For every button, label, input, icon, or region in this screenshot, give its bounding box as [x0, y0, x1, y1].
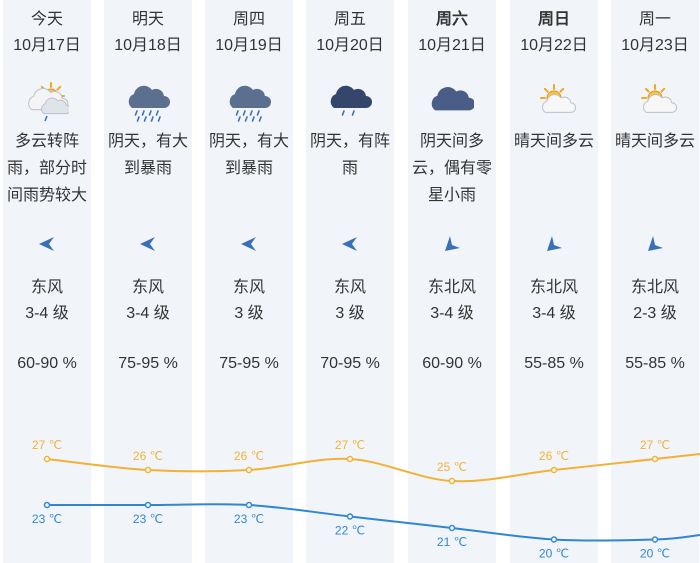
forecast-day-column: 今天 10月17日 多云转阵雨，部分时间雨势较大 东风 3-4 级 60-90 … [3, 0, 91, 563]
wind-level: 2-3 级 [633, 305, 677, 322]
day-label: 明天 [131, 11, 164, 28]
low-temperature-point [346, 513, 354, 520]
forecast-day-column: 周六 10月21日 阴天间多云，偶有零星小雨 东北风 3-4 级 60-90 % [408, 0, 496, 563]
humidity: 60-90 % [422, 355, 482, 372]
showers-icon [306, 82, 394, 122]
humidity: 70-95 % [320, 355, 380, 372]
high-temperature-point [448, 477, 456, 485]
low-temperature-point [550, 536, 558, 543]
weather-description: 阴天间多云，偶有零星小雨 [411, 133, 492, 204]
forecast-day-column: 周日 10月22日 晴天间多云 东北风 3-4 级 55-85 % [510, 0, 598, 563]
low-temperature-point [144, 501, 152, 509]
day-label: 周日 [537, 11, 570, 28]
arrow-southwest-icon [408, 234, 496, 258]
forecast-day-column: 明天 10月18日 阴天，有大到暴雨 东风 3-4 级 75-95 % [104, 0, 192, 563]
low-temperature-point [43, 501, 51, 509]
weather-description: 阴天，有大到暴雨 [107, 133, 188, 177]
low-temperature-point [651, 536, 659, 543]
humidity: 75-95 % [118, 355, 178, 372]
date-label: 10月19日 [215, 37, 283, 54]
high-temperature-label: 27 ℃ [640, 438, 670, 452]
low-temperature-label: 23 ℃ [32, 512, 62, 526]
arrow-west-icon [205, 234, 293, 258]
arrow-west-icon [306, 234, 394, 258]
low-temperature-label: 21 ℃ [437, 535, 467, 549]
forecast-day-column: 周四 10月19日 阴天，有大到暴雨 东风 3 级 75-95 % [205, 0, 293, 563]
forecast-day-column: 周一 10月23日 晴天间多云 东北风 2-3 级 55-85 % [611, 0, 699, 563]
wind-level: 3 级 [335, 305, 365, 322]
high-temperature-label: 26 ℃ [133, 449, 163, 463]
date-label: 10月23日 [621, 37, 689, 54]
humidity: 55-85 % [625, 355, 685, 372]
weather-description: 阴天，有大到暴雨 [208, 133, 289, 177]
overcast-icon [408, 82, 496, 122]
arrow-southwest-icon [611, 234, 699, 258]
date-label: 10月20日 [316, 37, 384, 54]
arrow-west-icon [3, 234, 91, 258]
day-label: 今天 [30, 11, 63, 28]
arrow-southwest-icon [510, 234, 598, 258]
high-temperature-label: 26 ℃ [539, 449, 569, 463]
wind-level: 3-4 级 [430, 305, 474, 322]
wind-direction: 东北风 [427, 279, 476, 296]
heavy-rain-icon [205, 82, 293, 122]
low-temperature-label: 20 ℃ [640, 547, 670, 561]
weather-description: 晴天间多云 [614, 133, 695, 150]
arrow-west-icon [104, 234, 192, 258]
high-temperature-line [46, 453, 700, 483]
low-temperature-label: 22 ℃ [335, 524, 365, 538]
high-temperature-point [550, 466, 558, 474]
date-label: 10月21日 [418, 37, 486, 54]
low-temperature-label: 23 ℃ [234, 512, 264, 526]
wind-level: 3-4 级 [532, 305, 576, 322]
date-label: 10月18日 [114, 37, 182, 54]
wind-direction: 东北风 [630, 279, 679, 296]
date-label: 10月17日 [13, 37, 81, 54]
wind-level: 3-4 级 [25, 305, 69, 322]
wind-direction: 东北风 [529, 279, 578, 296]
high-temperature-label: 27 ℃ [335, 438, 365, 452]
wind-direction: 东风 [232, 279, 265, 296]
wind-direction: 东风 [131, 279, 164, 296]
high-temperature-label: 27 ℃ [32, 438, 62, 452]
day-label: 周四 [232, 11, 265, 28]
high-temperature-point [245, 466, 253, 474]
wind-direction: 东风 [30, 279, 63, 296]
forecast-day-column: 周五 10月20日 阴天，有阵雨 东风 3 级 70-95 % [306, 0, 394, 563]
low-temperature-label: 20 ℃ [539, 547, 569, 561]
humidity: 60-90 % [17, 355, 77, 372]
low-temperature-label: 23 ℃ [133, 512, 163, 526]
cloudy-rain-icon [3, 82, 91, 122]
humidity: 55-85 % [524, 355, 584, 372]
weather-description: 多云转阵雨，部分时间雨势较大 [6, 133, 87, 204]
high-temperature-label: 26 ℃ [234, 449, 264, 463]
weather-description: 晴天间多云 [513, 133, 594, 150]
high-temperature-point [346, 455, 354, 463]
high-temperature-point [144, 466, 152, 474]
weather-description: 阴天，有阵雨 [309, 133, 390, 177]
high-temperature-point [43, 455, 51, 463]
low-temperature-point [448, 524, 456, 532]
heavy-rain-icon [104, 82, 192, 122]
humidity: 75-95 % [219, 355, 279, 372]
date-label: 10月22日 [520, 37, 588, 54]
partly-sunny-icon [611, 82, 699, 122]
wind-level: 3-4 级 [126, 305, 170, 322]
low-temperature-point [245, 501, 253, 509]
day-label: 周六 [435, 11, 468, 28]
partly-sunny-icon [510, 82, 598, 122]
wind-direction: 东风 [333, 279, 366, 296]
day-label: 周五 [333, 11, 366, 28]
high-temperature-point [651, 455, 659, 463]
high-temperature-label: 25 ℃ [437, 460, 467, 474]
low-temperature-line [47, 503, 700, 542]
wind-level: 3 级 [234, 305, 264, 322]
day-label: 周一 [638, 11, 671, 28]
